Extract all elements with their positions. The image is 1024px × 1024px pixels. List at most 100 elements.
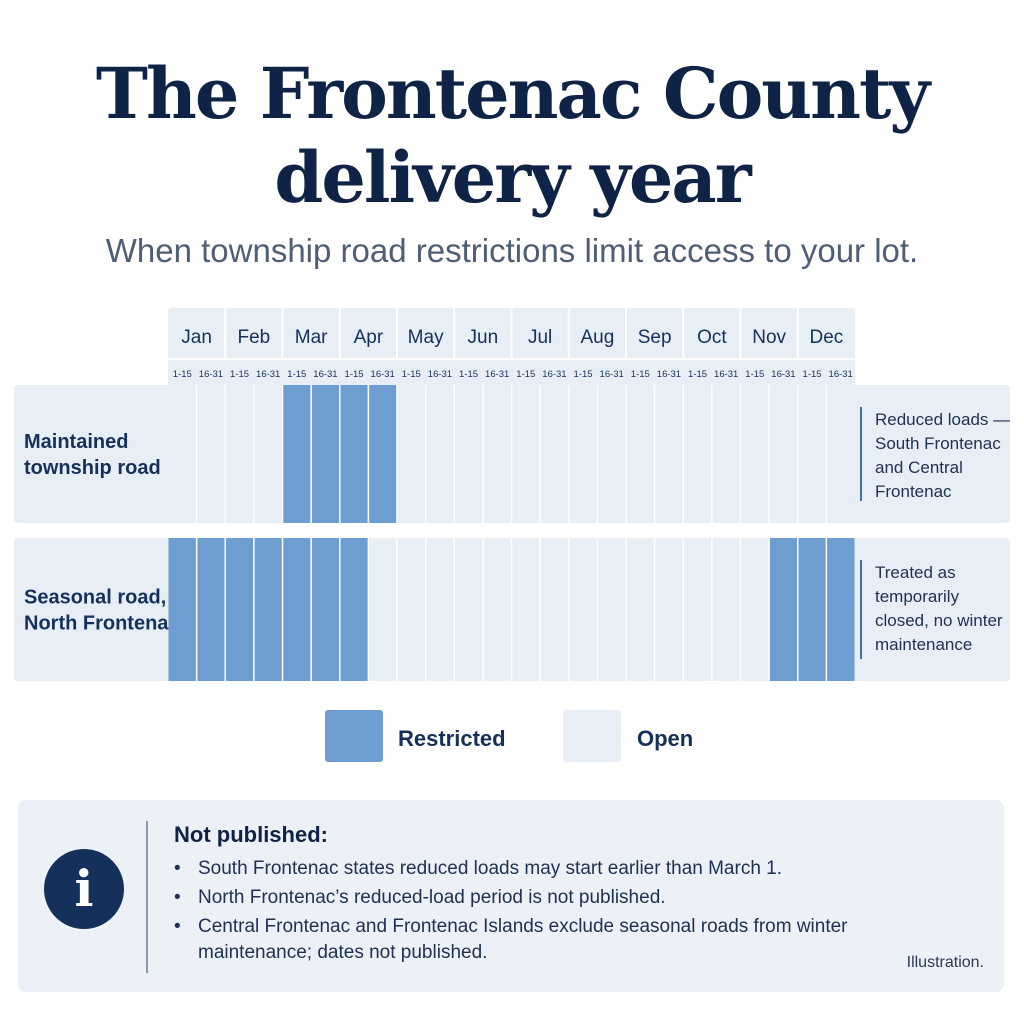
- row-note-line: South Frontenac: [875, 434, 1001, 453]
- restricted-cell: [798, 538, 826, 681]
- month-label: Sep: [638, 327, 672, 348]
- open-cell: [769, 385, 798, 523]
- open-cell: [368, 538, 397, 681]
- half-month-label: 16-31: [829, 369, 853, 380]
- half-month-label: 1-15: [459, 369, 478, 380]
- row-note-line: temporarily: [875, 587, 960, 606]
- month-label: Aug: [580, 327, 614, 348]
- legend-label-restricted: Restricted: [398, 726, 506, 751]
- row-note: Treated as temporarily closed, no winter ma…: [875, 563, 1003, 654]
- restricted-cell: [311, 385, 340, 523]
- open-cell: [397, 385, 426, 523]
- restricted-cell: [368, 385, 397, 523]
- open-cell: [597, 538, 626, 681]
- row-label: Maintained township road: [24, 431, 161, 479]
- open-cell: [540, 385, 569, 523]
- open-cell: [712, 385, 740, 523]
- month-label: Jun: [468, 327, 499, 348]
- half-month-label: 16-31: [714, 369, 738, 380]
- half-month-label: 1-15: [574, 369, 593, 380]
- legend-swatch-restricted: [325, 710, 383, 762]
- restricted-cell: [283, 538, 311, 681]
- open-cell: [426, 538, 454, 681]
- open-cell: [597, 385, 626, 523]
- restricted-cell: [311, 538, 340, 681]
- row-label-line: township road: [24, 457, 161, 479]
- restricted-cell: [225, 538, 254, 681]
- page-title: The Frontenac County delivery year: [0, 52, 1024, 220]
- open-cell: [254, 385, 282, 523]
- open-cell: [683, 385, 712, 523]
- month-label: Jan: [181, 327, 212, 348]
- row-label-line: Maintained: [24, 431, 128, 453]
- month-label: Oct: [697, 327, 727, 348]
- half-month-label: 1-15: [803, 369, 822, 380]
- row-label-line: Seasonal road,: [24, 587, 166, 609]
- row-note-line: maintenance: [875, 635, 972, 654]
- open-cell: [712, 538, 740, 681]
- half-month-label: 16-31: [199, 369, 223, 380]
- row-label-line: North Frontenac: [24, 613, 180, 635]
- half-month-label: 16-31: [600, 369, 624, 380]
- open-cell: [197, 385, 225, 523]
- row-note-line: Frontenac: [875, 482, 952, 501]
- half-month-label: 1-15: [631, 369, 650, 380]
- title-line-1: The Frontenac County: [95, 52, 930, 135]
- half-month-label: 1-15: [230, 369, 249, 380]
- row-note: Reduced loads — South Frontenac and Centra…: [875, 410, 1010, 501]
- open-cell: [683, 538, 712, 681]
- row-note-line: and Central: [875, 458, 963, 477]
- half-month-label: 16-31: [771, 369, 795, 380]
- open-cell: [225, 385, 254, 523]
- open-cell: [741, 538, 769, 681]
- half-month-label: 16-31: [542, 369, 566, 380]
- title-line-2: delivery year: [274, 136, 751, 219]
- open-cell: [168, 385, 197, 523]
- half-month-label: 1-15: [745, 369, 764, 380]
- row-label: Seasonal road, North Frontenac: [24, 587, 180, 635]
- month-label: Mar: [295, 327, 328, 348]
- open-cell: [626, 385, 655, 523]
- info-list: South Frontenac states reduced loads may…: [174, 856, 874, 969]
- half-month-label: 1-15: [173, 369, 192, 380]
- restricted-cell: [340, 385, 368, 523]
- legend-label-open: Open: [637, 726, 694, 751]
- half-month-label: 16-31: [371, 369, 395, 380]
- row-note-line: Treated as: [875, 563, 956, 582]
- row-note-line: closed, no winter: [875, 611, 1003, 630]
- restricted-cell: [168, 538, 197, 681]
- open-cell: [626, 538, 655, 681]
- month-label: Nov: [752, 327, 786, 348]
- delivery-calendar-chart: Jan 1-15 16-31 Feb 1-15 16-31 Mar 1-15 16-31 Apr 1…: [14, 308, 1010, 681]
- half-month-label: 1-15: [516, 369, 535, 380]
- open-cell: [540, 538, 569, 681]
- page-subtitle: When township road restrictions limit ac…: [105, 232, 919, 269]
- open-cell: [512, 385, 540, 523]
- open-cell: [741, 385, 769, 523]
- restricted-cell: [197, 538, 225, 681]
- half-month-label: 16-31: [313, 369, 337, 380]
- info-item: Central Frontenac and Frontenac Islands …: [174, 914, 874, 966]
- info-heading: Not published:: [174, 822, 328, 847]
- restricted-cell: [283, 385, 311, 523]
- half-month-label: 1-15: [345, 369, 364, 380]
- half-month-label: 16-31: [657, 369, 681, 380]
- open-cell: [483, 538, 511, 681]
- month-label: Apr: [354, 327, 384, 348]
- restricted-cell: [254, 538, 282, 681]
- info-icon: i: [44, 849, 124, 929]
- open-cell: [655, 538, 683, 681]
- info-divider: [146, 821, 148, 973]
- restricted-cell: [340, 538, 368, 681]
- month-label: Jul: [528, 327, 552, 348]
- open-cell: [798, 385, 826, 523]
- open-cell: [569, 385, 597, 523]
- illustration-note: Illustration.: [906, 954, 984, 971]
- restricted-cell: [826, 538, 855, 681]
- open-cell: [397, 538, 426, 681]
- open-cell: [454, 538, 483, 681]
- legend-swatch-open: [563, 710, 621, 762]
- month-label: Dec: [809, 327, 843, 348]
- half-month-label: 1-15: [287, 369, 306, 380]
- half-month-label: 16-31: [485, 369, 509, 380]
